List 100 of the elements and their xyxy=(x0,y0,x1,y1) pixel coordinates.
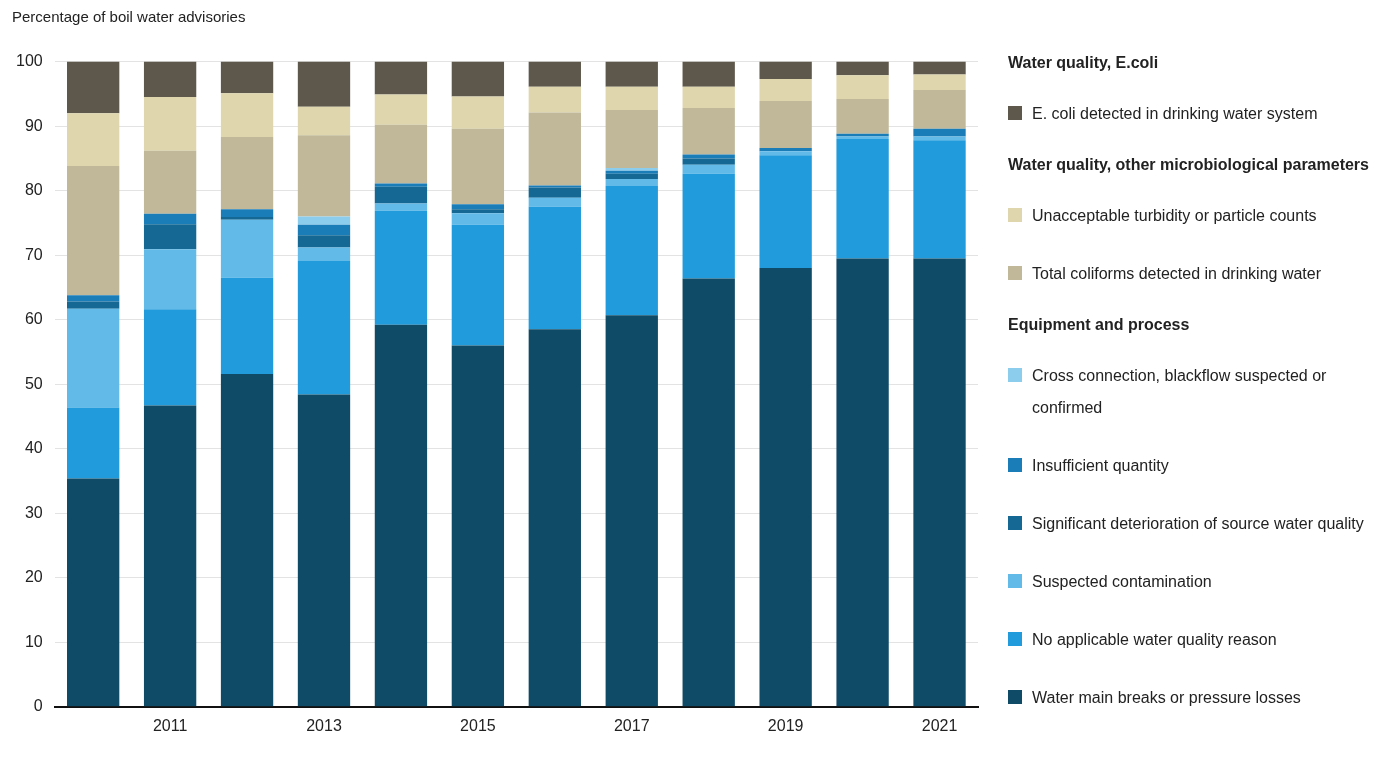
bar xyxy=(374,183,428,187)
bar xyxy=(297,235,351,248)
y-tick-label: 30 xyxy=(24,503,43,521)
bar xyxy=(759,155,812,269)
y-tick-label: 70 xyxy=(24,245,43,263)
y-tick-label: 20 xyxy=(24,568,43,586)
bar xyxy=(374,186,428,204)
bar xyxy=(913,136,966,141)
bar xyxy=(451,213,505,225)
bar xyxy=(682,173,735,279)
bar xyxy=(143,97,197,151)
text: Water quality, E.coli xyxy=(1008,54,1160,72)
legend-label: Total coliforms detected in drinking water xyxy=(1032,264,1322,284)
bar xyxy=(913,89,966,129)
bar xyxy=(67,113,120,167)
legend-label: Significant deterioration of source water quality xyxy=(1032,514,1364,534)
bar xyxy=(220,219,274,278)
bar xyxy=(528,206,581,330)
bar xyxy=(451,128,505,205)
x-tick-label: 2021 xyxy=(921,716,958,734)
x-tick-label: 2013 xyxy=(306,716,342,734)
bar xyxy=(682,86,735,109)
bar xyxy=(67,61,120,114)
x-tick-label: 2011 xyxy=(152,716,188,734)
y-tick-label: 100 xyxy=(15,52,43,70)
bar xyxy=(528,329,581,707)
y-tick-label: 40 xyxy=(24,439,43,457)
bar xyxy=(836,75,889,100)
bar xyxy=(143,150,197,214)
bar xyxy=(451,204,505,210)
bar xyxy=(297,260,351,395)
bar xyxy=(913,61,966,75)
bar xyxy=(913,140,966,259)
bar xyxy=(374,61,428,95)
bar xyxy=(220,61,274,94)
bar xyxy=(605,61,658,87)
y-tick-label: 0 xyxy=(33,697,43,715)
bar xyxy=(451,224,505,346)
bar xyxy=(836,139,889,259)
bar xyxy=(528,86,581,113)
bar xyxy=(374,203,428,211)
bar xyxy=(67,308,120,408)
legend-label: Cross connection, blackflow suspected or confirmed xyxy=(1032,366,1328,418)
bar xyxy=(67,295,120,302)
bar xyxy=(67,478,120,707)
bar xyxy=(605,186,658,316)
bar xyxy=(451,209,505,214)
bar xyxy=(605,173,658,180)
bar xyxy=(297,247,351,261)
bar xyxy=(297,224,351,236)
bar xyxy=(297,61,351,107)
bar xyxy=(682,61,735,87)
bar xyxy=(605,315,658,707)
bar xyxy=(682,108,735,155)
text: Water quality, other microbiological parameters xyxy=(1008,156,1370,174)
bar xyxy=(143,224,197,250)
bar xyxy=(605,86,658,110)
bar xyxy=(682,278,735,707)
bar xyxy=(67,166,120,296)
x-tick-label: 2019 xyxy=(767,716,804,734)
bar xyxy=(143,405,197,707)
bar xyxy=(451,96,505,129)
legend-label: No applicable water quality reason xyxy=(1032,630,1277,650)
bar xyxy=(67,301,120,309)
bar xyxy=(605,109,658,169)
x-tick-label: 2015 xyxy=(460,716,496,734)
bar xyxy=(759,79,812,101)
bar xyxy=(913,74,966,90)
bar xyxy=(682,158,735,165)
bar xyxy=(143,309,197,406)
bar xyxy=(451,345,505,707)
bar xyxy=(759,268,812,707)
bar xyxy=(143,61,197,98)
bar xyxy=(759,148,812,152)
bar xyxy=(913,258,966,707)
bar xyxy=(297,216,351,225)
bar xyxy=(451,61,505,97)
y-axis-title: Percentage of boil water advisories xyxy=(12,8,246,25)
x-tick-label: 2017 xyxy=(613,716,650,734)
legend-label: Water main breaks or pressure losses xyxy=(1032,688,1301,708)
bar xyxy=(374,324,428,707)
y-tick-label: 90 xyxy=(24,116,43,134)
legend-label: Insufficient quantity xyxy=(1032,456,1169,476)
bar xyxy=(220,217,274,220)
bar xyxy=(605,179,658,187)
text: Equipment and process xyxy=(1008,316,1191,334)
bar xyxy=(67,407,120,479)
bar xyxy=(220,137,274,210)
bar xyxy=(528,112,581,186)
bar xyxy=(220,209,274,218)
bar xyxy=(528,61,581,87)
bar xyxy=(913,128,966,137)
legend-label: Suspected contamination xyxy=(1032,572,1212,592)
bar xyxy=(759,61,812,80)
bar xyxy=(297,135,351,217)
bar xyxy=(297,394,351,707)
bar xyxy=(220,373,274,707)
legend-label: E. coli detected in drinking water system xyxy=(1032,104,1318,124)
bar xyxy=(143,213,197,225)
bar xyxy=(297,106,351,136)
